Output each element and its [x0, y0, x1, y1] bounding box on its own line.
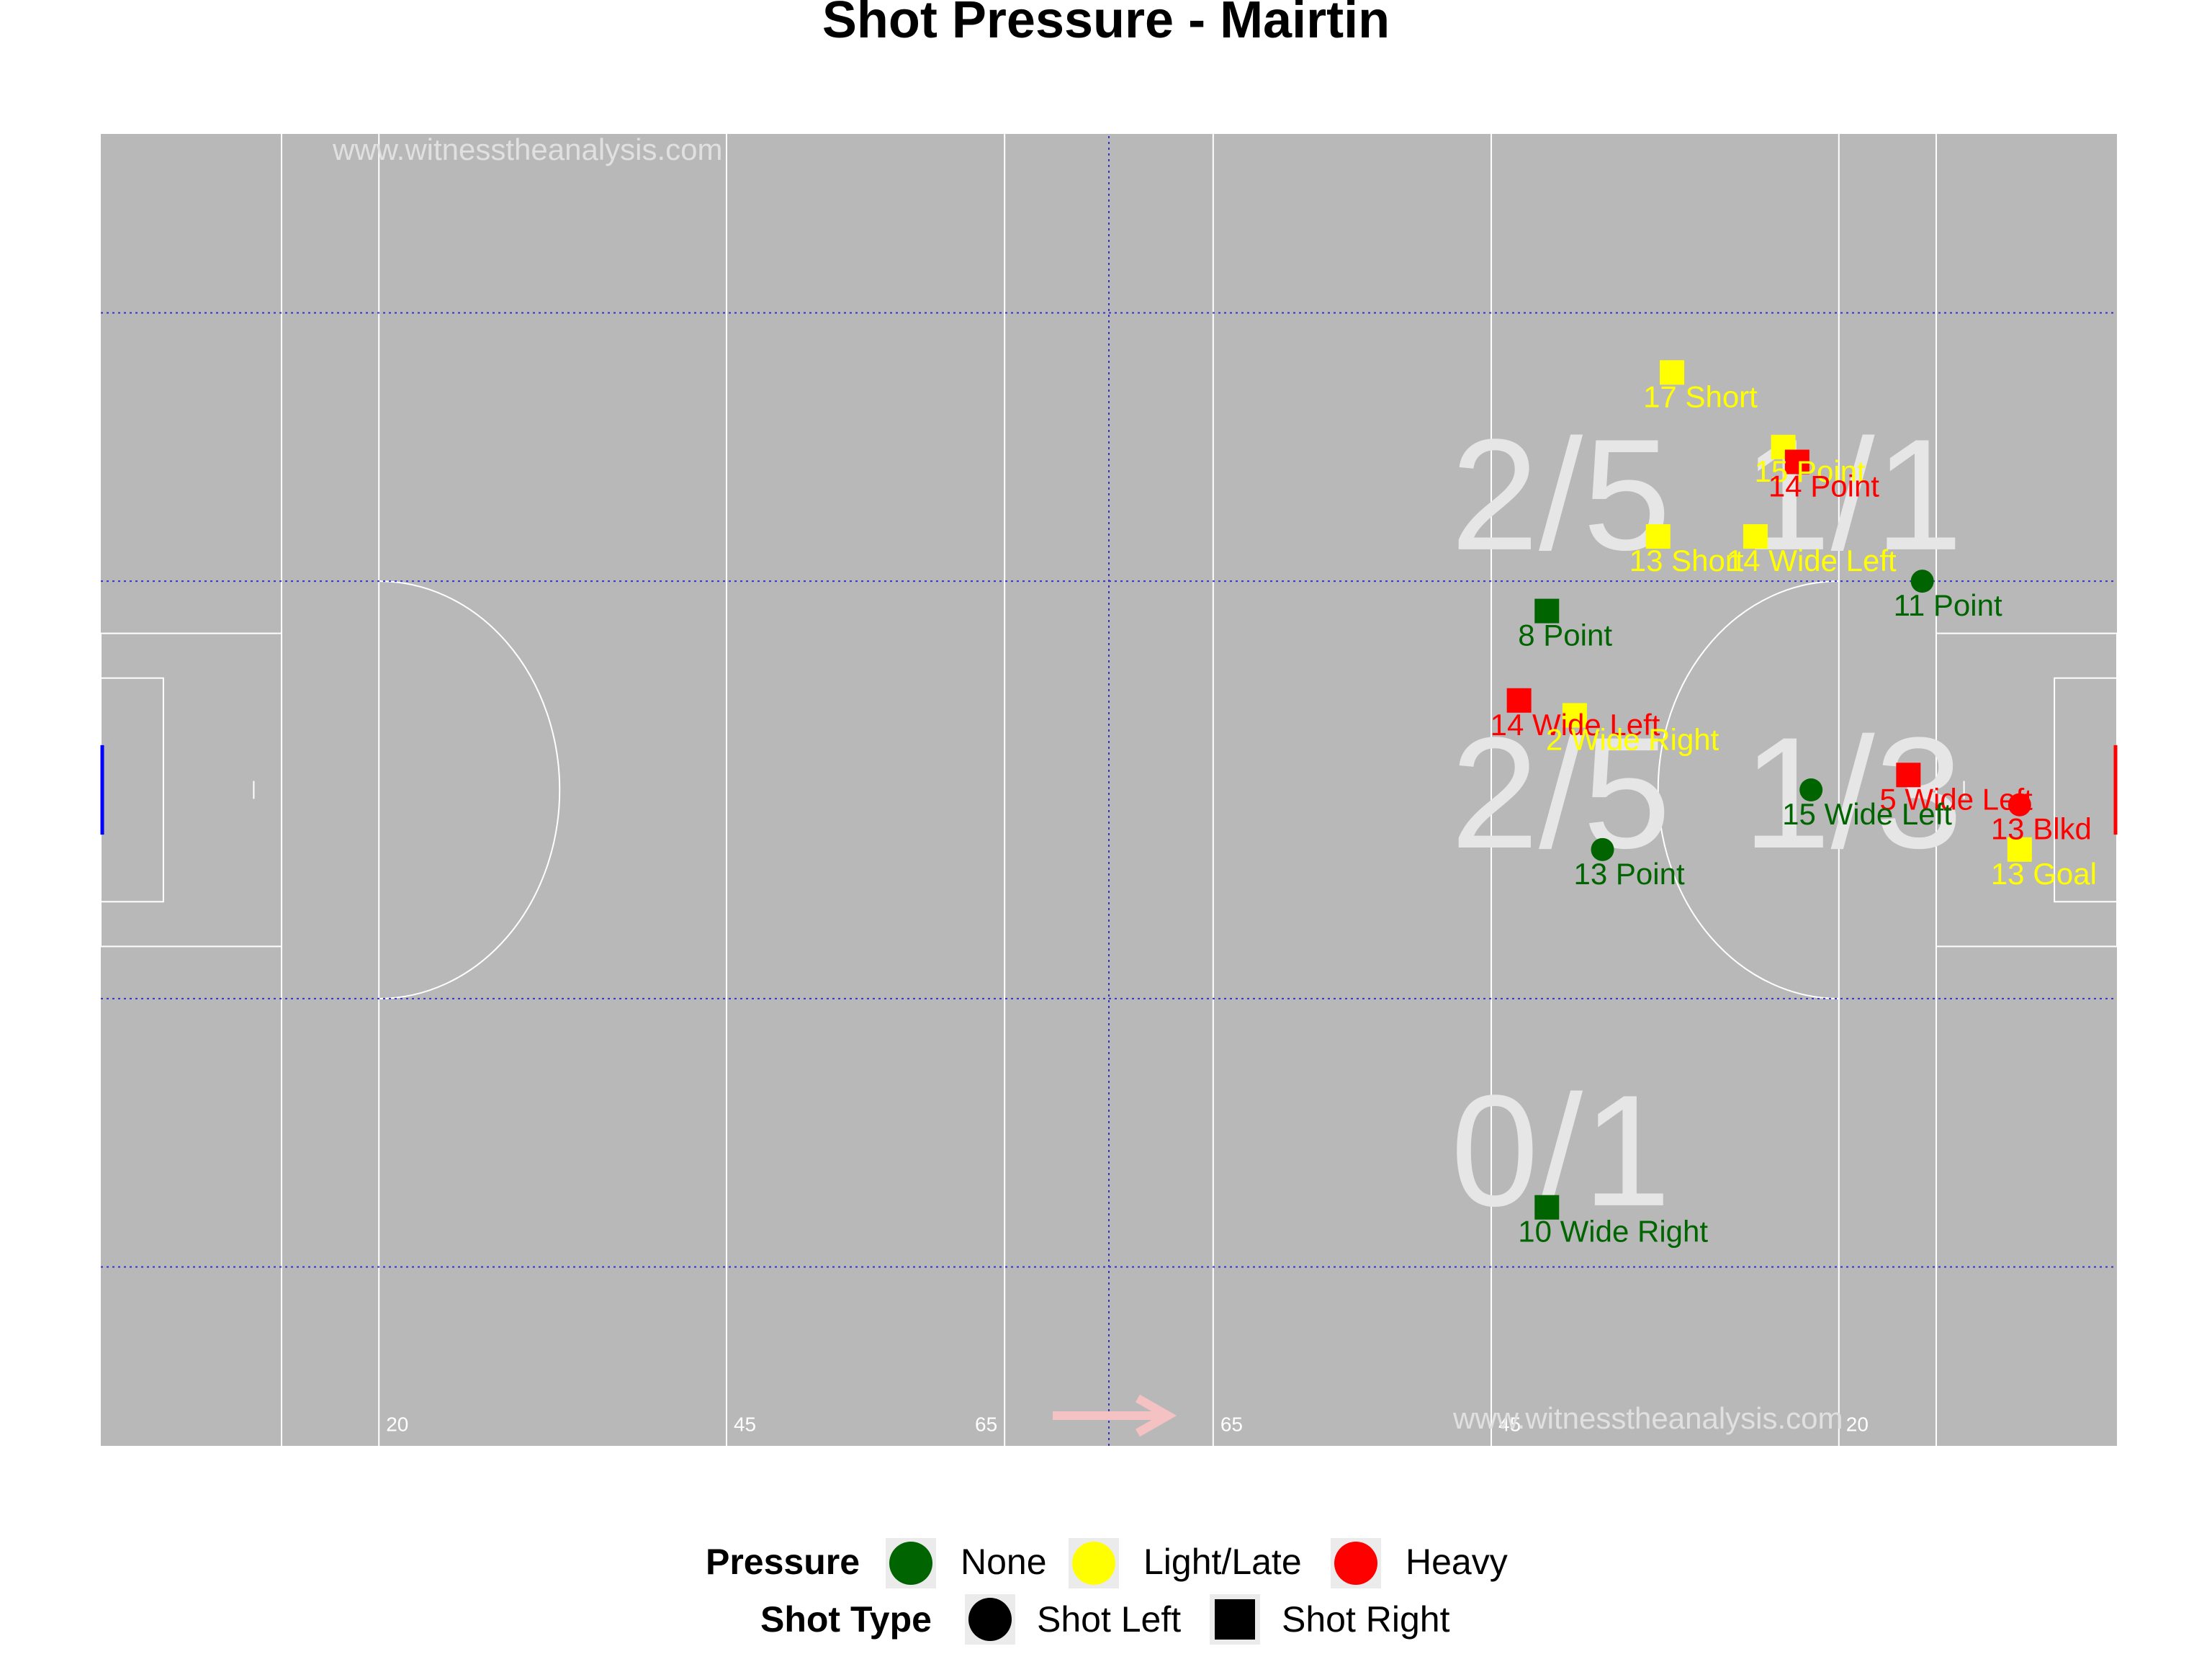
shot-label: 13 Blkd	[1991, 812, 2092, 846]
shot-label: 14 Wide Left	[1491, 708, 1660, 742]
shot-label: 13 Point	[1574, 857, 1685, 891]
shot-label: 15 Point	[1755, 454, 1866, 488]
shot-label: 10 Wide Right	[1518, 1215, 1708, 1249]
shot-marker	[2008, 793, 2031, 817]
legend-light-late-marker	[1072, 1542, 1115, 1585]
shot-label: 13 Goal	[1991, 857, 2097, 891]
pitch-tick-label: 65	[1220, 1413, 1243, 1435]
pitch-tick-label: 65	[975, 1413, 997, 1435]
shot-marker	[1506, 688, 1532, 713]
legend-shot-left-marker	[968, 1598, 1012, 1641]
shot-marker	[1660, 360, 1685, 385]
pitch-background	[101, 134, 2117, 1446]
shot-label: 17 Short	[1643, 379, 1758, 413]
shot-marker	[1534, 598, 1560, 624]
watermark-bottom: www.witnesstheanalysis.com	[1452, 1401, 1843, 1435]
shot-marker	[1784, 449, 1809, 475]
shot-marker	[1799, 778, 1823, 801]
shot-marker	[1896, 763, 1921, 788]
legend-heavy-marker	[1334, 1542, 1377, 1585]
grid-lines	[101, 134, 2117, 1446]
shot-marker	[1645, 524, 1671, 549]
legend-shot-type-title: Shot Type	[760, 1599, 932, 1640]
shot-marker	[1534, 1195, 1560, 1220]
shot-marker	[1910, 570, 1934, 593]
pitch-tick-label: 45	[1498, 1413, 1521, 1435]
legend: Pressure None Light/Late Heavy Shot Type…	[706, 1538, 1508, 1645]
shot-label: 14 Point	[1768, 469, 1879, 503]
zone-count: 0/1	[1451, 1062, 1671, 1239]
shot-label: 5 Wide Left	[1879, 782, 2033, 816]
direction-arrow	[1053, 1394, 1177, 1437]
pitch	[101, 134, 2117, 1446]
shot-marker	[1591, 837, 1614, 861]
pitch-tick-label: 20	[1846, 1413, 1869, 1435]
chart-title: Shot Pressure - Mairtin	[822, 0, 1390, 49]
shot-label: 2 Wide Right	[1546, 722, 1719, 756]
shot-label: 14 Wide Left	[1727, 544, 1897, 577]
legend-none-marker	[889, 1542, 932, 1585]
shot-label: 11 Point	[1894, 588, 2002, 622]
zone-counts: 2/5 1/12/5 1/30/1	[1451, 406, 1963, 1239]
watermark-top: www.witnesstheanalysis.com	[332, 132, 723, 166]
zone-count: 1/3	[1743, 704, 1963, 881]
legend-heavy-label: Heavy	[1406, 1542, 1508, 1582]
pitch-tick-labels: 20 45 65 65 45 20	[386, 1413, 1869, 1435]
shot-label: 15 Wide Left	[1782, 797, 1952, 831]
shot-marks	[1506, 360, 2032, 1220]
legend-light-late-label: Light/Late	[1143, 1542, 1302, 1582]
shot-marker	[2007, 837, 2032, 862]
shot-label: 13 Short	[1629, 544, 1744, 577]
shot-marker	[1743, 524, 1768, 549]
shot-label: 8 Point	[1518, 619, 1612, 652]
legend-pressure-title: Pressure	[706, 1542, 860, 1582]
pitch-tick-label: 45	[734, 1413, 756, 1435]
shot-marker	[1562, 703, 1587, 728]
legend-shot-right-marker	[1215, 1599, 1255, 1640]
pitch-lines	[100, 134, 2118, 1446]
legend-shot-left-label: Shot Left	[1037, 1599, 1181, 1640]
legend-none-label: None	[961, 1542, 1047, 1582]
legend-shot-right-label: Shot Right	[1282, 1599, 1450, 1640]
zone-count: 2/5	[1451, 704, 1671, 881]
zone-count: 2/5	[1451, 406, 1671, 583]
pitch-tick-label: 20	[386, 1413, 408, 1435]
